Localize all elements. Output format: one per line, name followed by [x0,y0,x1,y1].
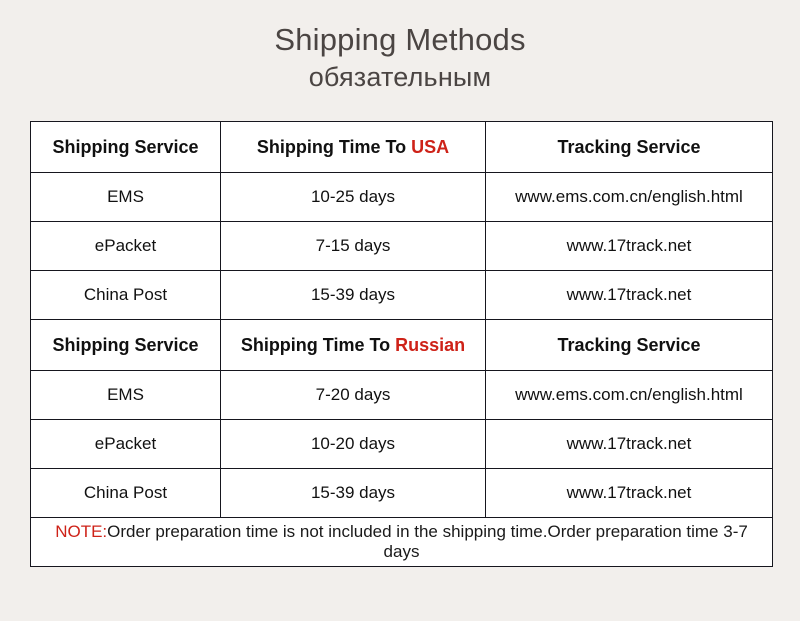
table-header-row-russian: Shipping Service Shipping Time To Russia… [30,319,773,371]
cell-tracking: www.17track.net [485,221,773,271]
cell-service: ePacket [30,221,221,271]
cell-service: EMS [30,370,221,420]
shipping-table-wrapper: Shipping Service Shipping Time To USA Tr… [30,121,773,567]
table-row: EMS 7-20 days www.ems.com.cn/english.htm… [30,370,773,420]
cell-time: 15-39 days [220,468,486,518]
table-header-row-usa: Shipping Service Shipping Time To USA Tr… [30,121,773,173]
shipping-methods-table: Shipping Service Shipping Time To USA Tr… [30,121,773,567]
cell-service: ePacket [30,419,221,469]
note-cell: NOTE:Order preparation time is not inclu… [30,517,773,567]
header-cell-service-russian: Shipping Service [30,319,221,371]
header-cell-service-usa: Shipping Service [30,121,221,173]
cell-service: China Post [30,270,221,320]
cell-tracking: www.17track.net [485,270,773,320]
cell-service: EMS [30,172,221,222]
header-time-prefix-usa: Shipping Time To [256,136,412,157]
title-block: Shipping Methods обязательным [0,0,800,93]
page-title: Shipping Methods [274,22,526,57]
header-time-prefix-russian: Shipping Time To [240,334,396,355]
table-row: ePacket 7-15 days www.17track.net [30,221,773,271]
table-row: EMS 10-25 days www.ems.com.cn/english.ht… [30,172,773,222]
cell-tracking: www.ems.com.cn/english.html [485,370,773,420]
header-cell-tracking-russian: Tracking Service [485,319,773,371]
header-time-region-usa: USA [411,136,450,157]
table-note-row: NOTE:Order preparation time is not inclu… [30,517,773,567]
note-text: Order preparation time is not included i… [107,522,748,561]
cell-time: 7-20 days [220,370,486,420]
cell-tracking: www.ems.com.cn/english.html [485,172,773,222]
header-cell-tracking-usa: Tracking Service [485,121,773,173]
note-label: NOTE: [55,522,108,541]
cell-tracking: www.17track.net [485,468,773,518]
cell-time: 10-25 days [220,172,486,222]
cell-time: 15-39 days [220,270,486,320]
table-row: China Post 15-39 days www.17track.net [30,270,773,320]
page-subtitle: обязательным [308,61,492,92]
cell-tracking: www.17track.net [485,419,773,469]
cell-service: China Post [30,468,221,518]
header-time-region-russian: Russian [395,334,466,355]
table-row: ePacket 10-20 days www.17track.net [30,419,773,469]
header-cell-time-russian: Shipping Time To Russian [220,319,486,371]
table-row: China Post 15-39 days www.17track.net [30,468,773,518]
header-cell-time-usa: Shipping Time To USA [220,121,486,173]
cell-time: 10-20 days [220,419,486,469]
cell-time: 7-15 days [220,221,486,271]
